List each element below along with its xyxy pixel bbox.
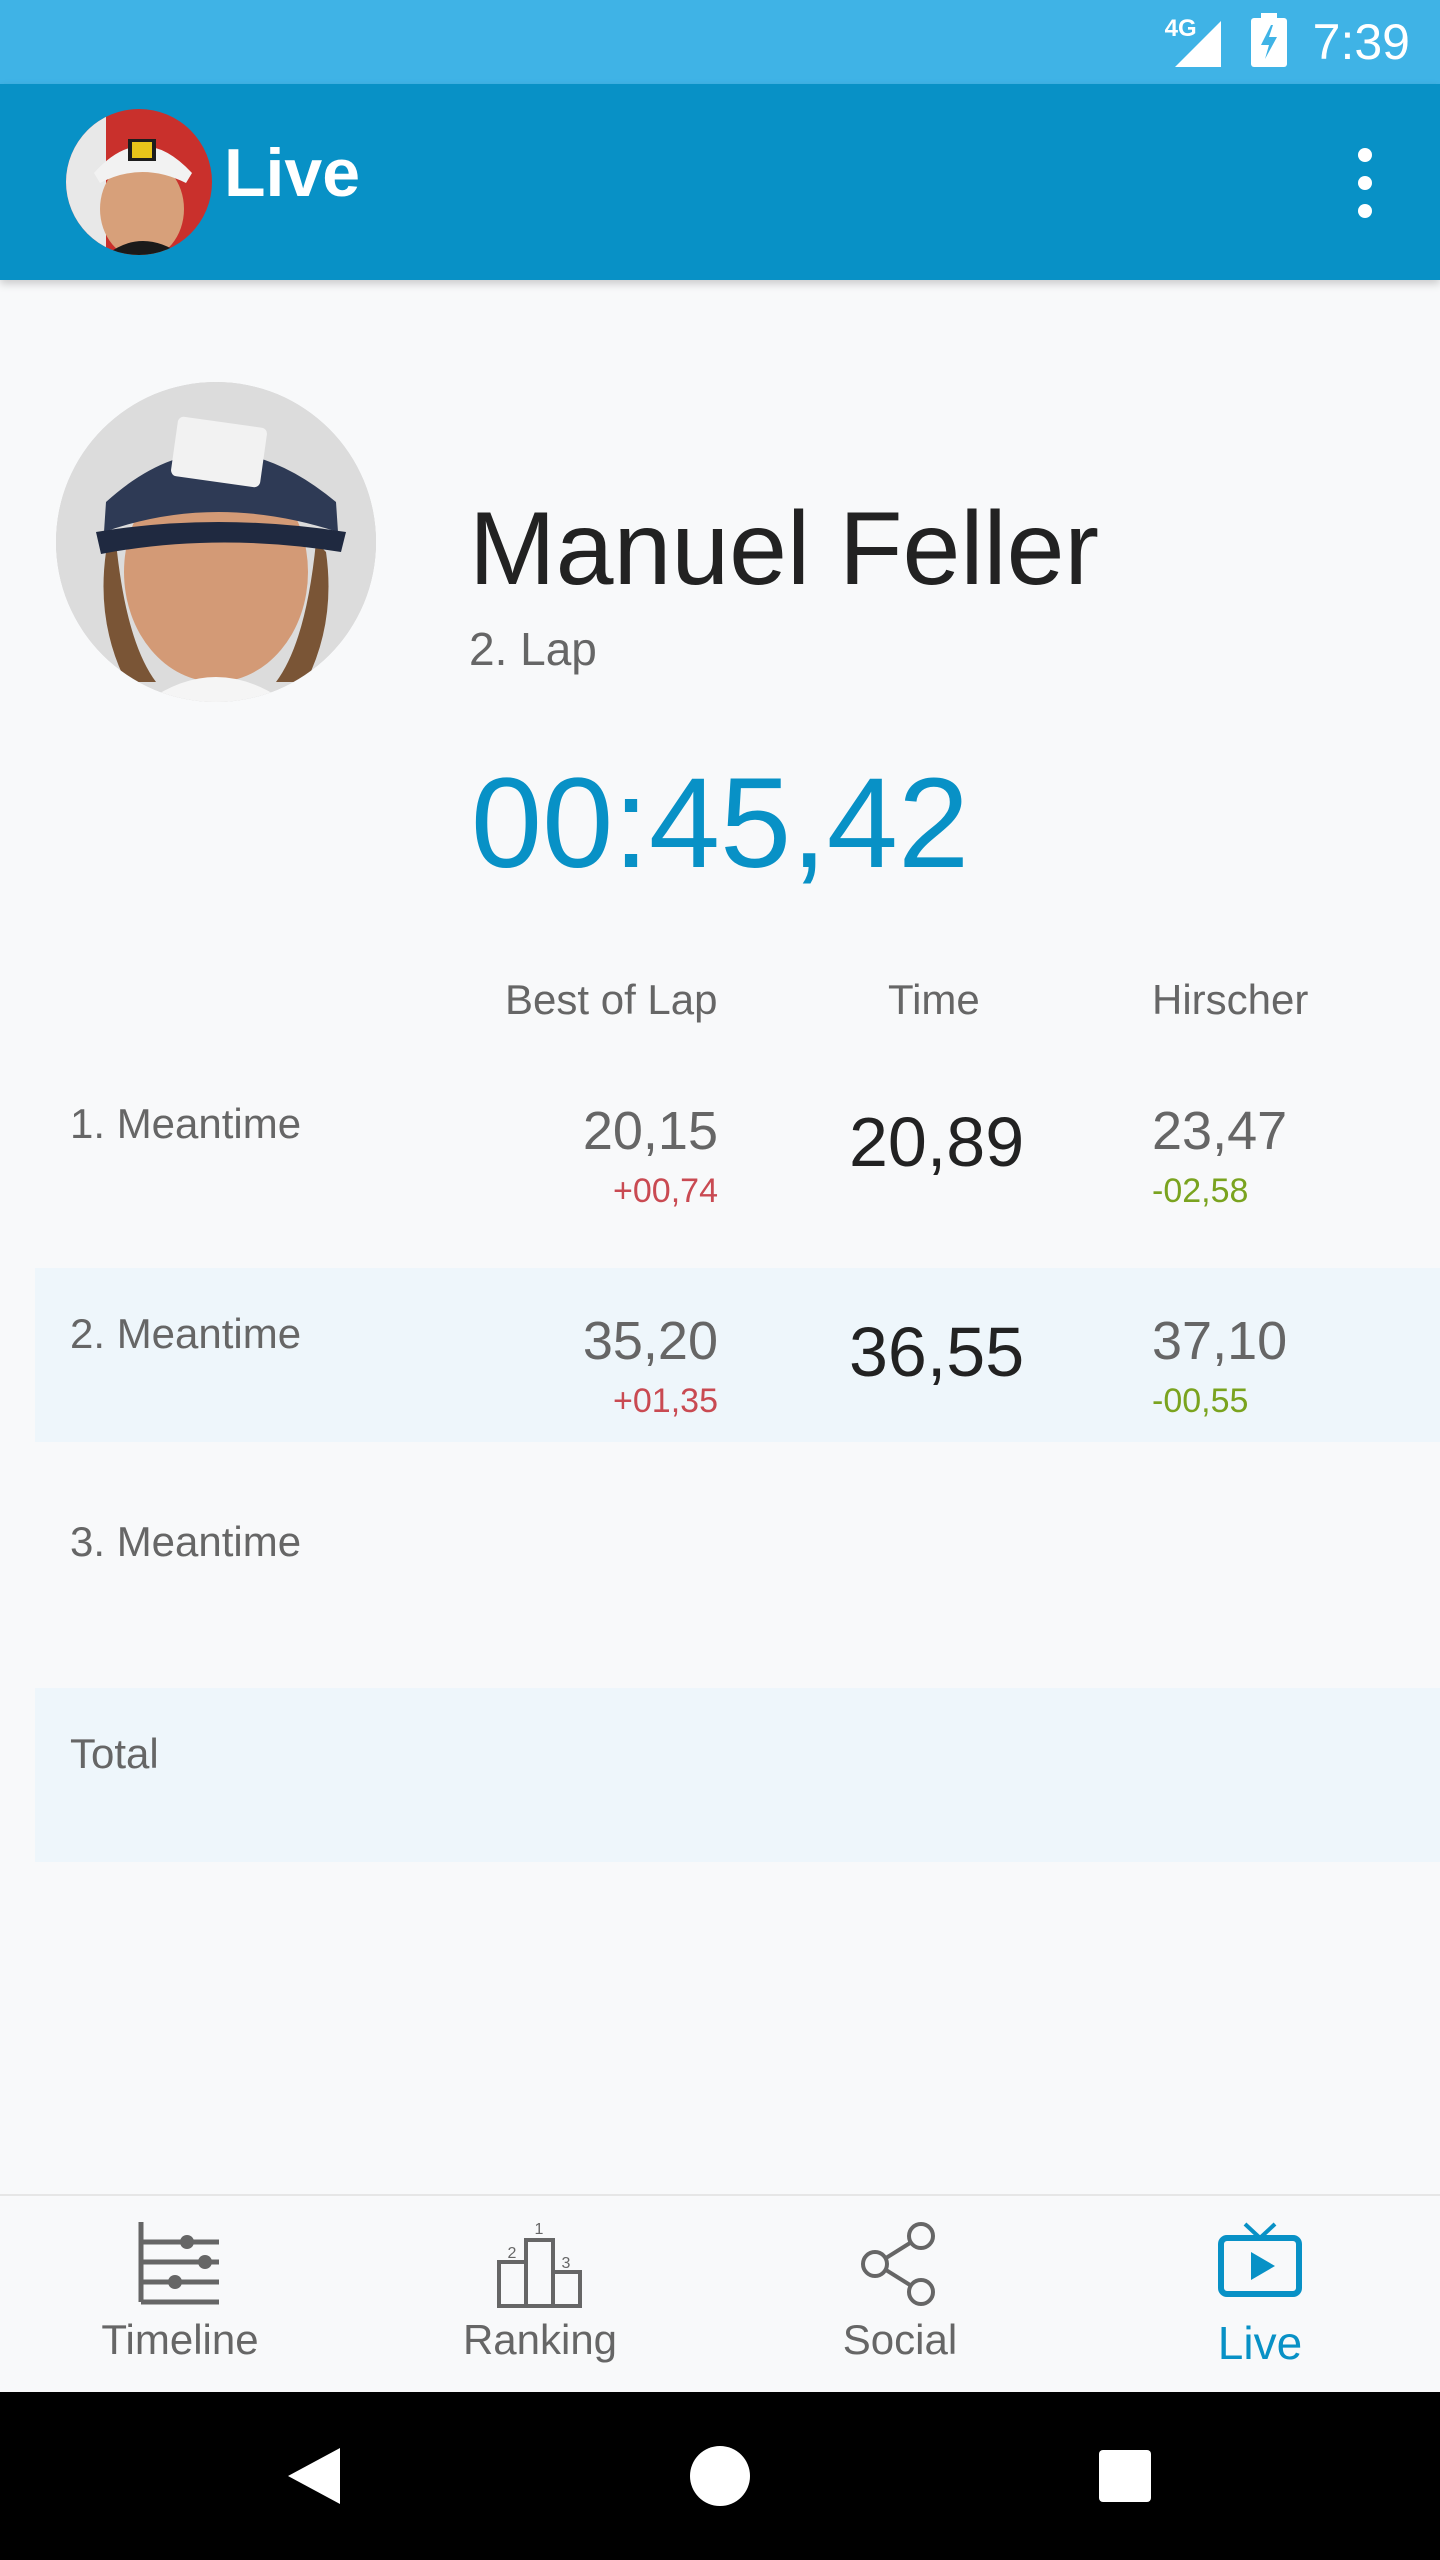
bottom-navigation: Timeline 1 2 3 Ranking — [0, 2194, 1440, 2394]
row-label: 1. Meantime — [70, 1100, 302, 1147]
column-header-hirscher: Hirscher — [1152, 976, 1309, 1023]
best-value: 20,15 — [582, 1101, 718, 1161]
time-value: 36,55 — [849, 1313, 1025, 1391]
row-label: Total — [70, 1730, 159, 1777]
app-bar: Live — [0, 84, 1440, 280]
hirscher-value: 23,47 — [1152, 1101, 1288, 1161]
podium-icon: 1 2 3 — [360, 2218, 720, 2308]
nav-item-social[interactable]: Social — [720, 2196, 1080, 2394]
share-icon — [720, 2218, 1080, 2308]
hirscher-delta: -00,55 — [1152, 1382, 1249, 1420]
status-bar: 4G 7:39 — [0, 0, 1440, 84]
column-header-time: Time — [888, 976, 980, 1023]
current-time: 00:45,42 — [470, 752, 970, 895]
more-vert-icon[interactable] — [1350, 148, 1380, 218]
hirscher-delta: -02,58 — [1152, 1172, 1249, 1210]
table-row: 1. Meantime 20,15 +00,74 20,89 23,47 -02… — [35, 1058, 1440, 1268]
signal-icon: 4G — [1165, 15, 1225, 69]
best-value: 35,20 — [582, 1311, 718, 1371]
table-row-total: Total — [35, 1688, 1440, 1862]
nav-label-timeline: Timeline — [101, 2316, 259, 2363]
time-value: 20,89 — [849, 1103, 1025, 1181]
battery-icon — [1250, 12, 1287, 72]
page-title: Live — [224, 135, 361, 211]
lap-label: 2. Lap — [469, 623, 597, 675]
nav-item-ranking[interactable]: 1 2 3 Ranking — [360, 2196, 720, 2394]
athlete-name: Manuel Feller — [469, 491, 1100, 607]
svg-text:1: 1 — [535, 2221, 544, 2238]
table-row: 3. Meantime — [35, 1442, 1440, 1688]
row-label: 2. Meantime — [70, 1310, 302, 1357]
nav-item-live[interactable]: Live — [1080, 2196, 1440, 2394]
nav-item-timeline[interactable]: Timeline — [0, 2196, 360, 2394]
network-type: 4G — [1164, 15, 1197, 42]
best-delta: +01,35 — [613, 1382, 718, 1420]
status-icons: 4G 7:39 — [1165, 0, 1410, 84]
nav-label-social: Social — [842, 2316, 958, 2363]
system-navigation-bar — [0, 2392, 1440, 2560]
table-row: 2. Meantime 35,20 +01,35 36,55 37,10 -00… — [35, 1268, 1440, 1442]
column-header-best-of-lap: Best of Lap — [505, 976, 718, 1023]
home-icon[interactable] — [690, 2446, 750, 2506]
recents-icon[interactable] — [1099, 2450, 1151, 2502]
status-time: 7:39 — [1312, 14, 1410, 70]
svg-text:3: 3 — [562, 2255, 571, 2272]
back-icon[interactable] — [286, 2446, 342, 2511]
timeline-icon — [0, 2218, 360, 2308]
svg-text:2: 2 — [508, 2245, 517, 2262]
nav-label-ranking: Ranking — [462, 2316, 618, 2363]
row-label: 3. Meantime — [70, 1518, 302, 1565]
nav-label-live: Live — [1217, 2317, 1303, 2369]
best-delta: +00,74 — [613, 1172, 718, 1210]
hirscher-value: 37,10 — [1152, 1311, 1288, 1371]
live-tv-icon — [1080, 2218, 1440, 2308]
athlete-photo — [56, 382, 376, 702]
athlete-avatar-small[interactable] — [66, 109, 212, 255]
